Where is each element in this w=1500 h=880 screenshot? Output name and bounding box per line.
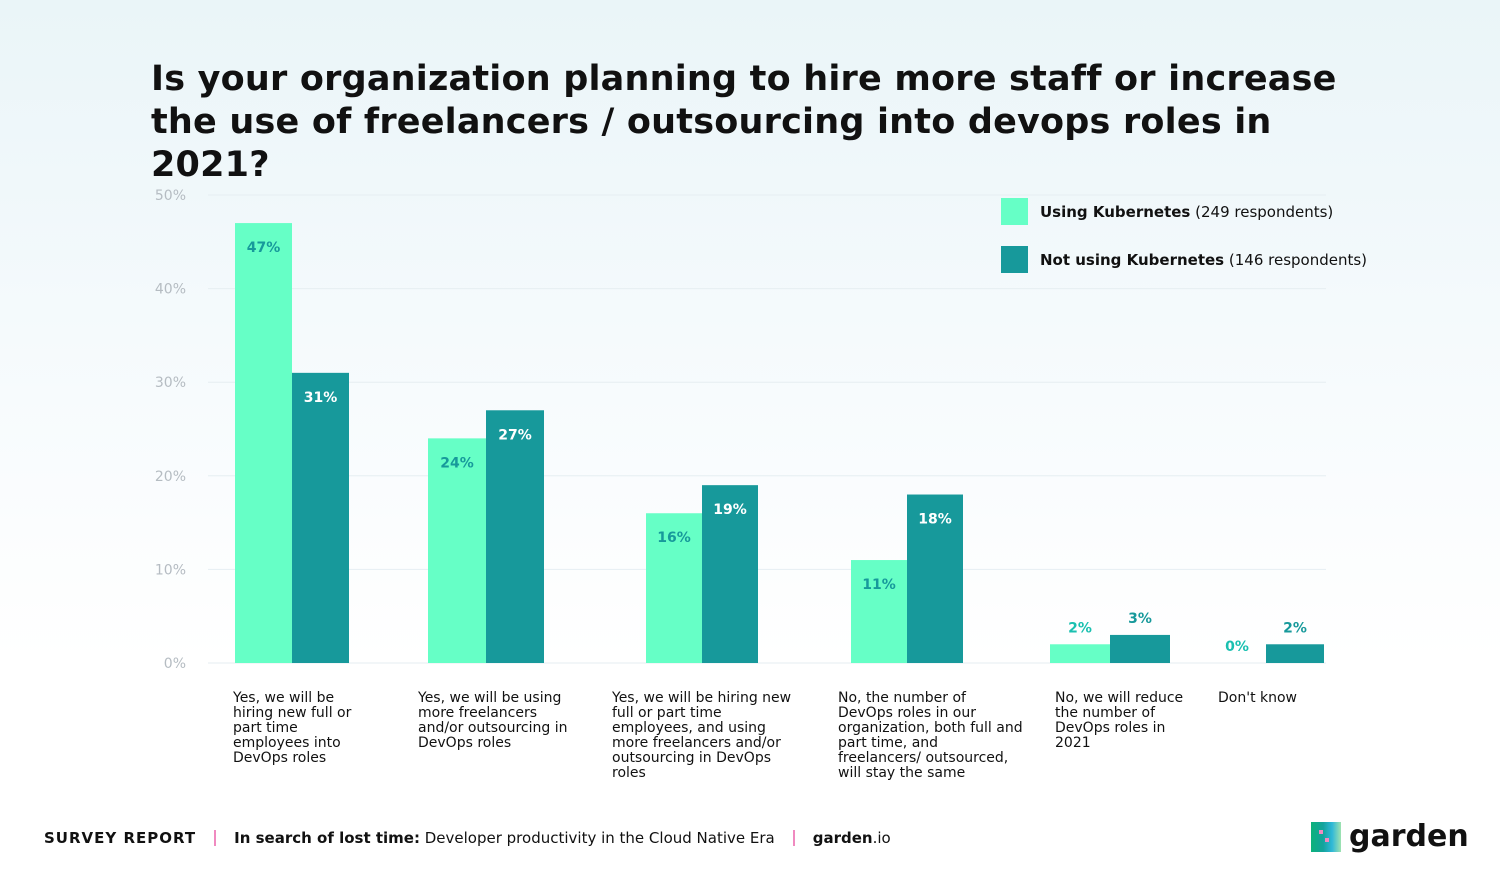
category-label: No, the number of DevOps roles in our or… xyxy=(838,690,1023,781)
chart-title: Is your organization planning to hire mo… xyxy=(151,59,1337,185)
data-label: 2% xyxy=(1283,620,1307,636)
legend-label: Using Kubernetes xyxy=(1040,202,1191,221)
bar xyxy=(1266,644,1324,663)
data-label: 18% xyxy=(918,512,952,528)
data-label: 11% xyxy=(862,577,896,593)
y-tick-label: 10% xyxy=(155,562,186,578)
survey-report-label: SURVEY REPORT xyxy=(44,829,197,847)
bar xyxy=(486,410,544,663)
site-link-bold[interactable]: garden xyxy=(812,829,873,847)
bar xyxy=(235,223,292,663)
legend-swatch xyxy=(1001,246,1028,273)
garden-logo: garden xyxy=(1311,819,1469,854)
report-title-bold: In search of lost time: xyxy=(234,829,420,847)
data-label: 27% xyxy=(498,427,532,443)
footer: SURVEY REPORT In search of lost time: De… xyxy=(44,829,891,847)
data-label: 2% xyxy=(1068,620,1092,636)
bar xyxy=(428,438,486,663)
legend-note: (146 respondents) xyxy=(1228,250,1368,269)
data-label: 31% xyxy=(304,390,338,406)
legend-item-not-using-kubernetes: Not using Kubernetes (146 respondents) xyxy=(1001,246,1367,273)
bar xyxy=(1050,644,1110,663)
bar xyxy=(702,485,758,663)
data-label: 3% xyxy=(1128,611,1152,627)
divider xyxy=(214,830,217,846)
bar xyxy=(1110,634,1170,663)
legend-label: Not using Kubernetes xyxy=(1040,250,1225,269)
legend-swatch xyxy=(1001,198,1028,225)
category-label: Don't know xyxy=(1218,690,1298,706)
data-label: 19% xyxy=(713,502,747,518)
y-tick-label: 20% xyxy=(155,469,186,485)
bar xyxy=(646,513,702,663)
report-title: Developer productivity in the Cloud Nati… xyxy=(424,829,775,847)
data-label: 47% xyxy=(247,240,281,256)
y-tick-label: 40% xyxy=(155,282,186,298)
site-link-rest[interactable]: .io xyxy=(872,829,891,847)
data-label: 0% xyxy=(1225,639,1249,655)
legend-item-using-kubernetes: Using Kubernetes (249 respondents) xyxy=(1001,198,1333,225)
data-label: 16% xyxy=(657,530,691,546)
bar xyxy=(292,372,349,663)
divider xyxy=(792,830,795,846)
data-label: 24% xyxy=(440,455,474,471)
category-label: No, we will reduce the number of DevOps … xyxy=(1055,690,1184,751)
category-label: Yes, we will be using more freelancers a… xyxy=(418,690,568,751)
category-label: Yes, we will be hiring new full or part … xyxy=(612,690,792,781)
y-tick-label: 0% xyxy=(164,656,186,672)
bar xyxy=(851,560,907,663)
legend-note: (249 respondents) xyxy=(1195,202,1334,221)
logo-text: garden xyxy=(1349,819,1469,854)
y-tick-label: 30% xyxy=(155,375,186,391)
bar xyxy=(907,494,963,663)
y-tick-label: 50% xyxy=(155,188,186,204)
category-label: Yes, we will be hiring new full or part … xyxy=(233,690,352,766)
garden-logo-icon xyxy=(1311,821,1341,852)
